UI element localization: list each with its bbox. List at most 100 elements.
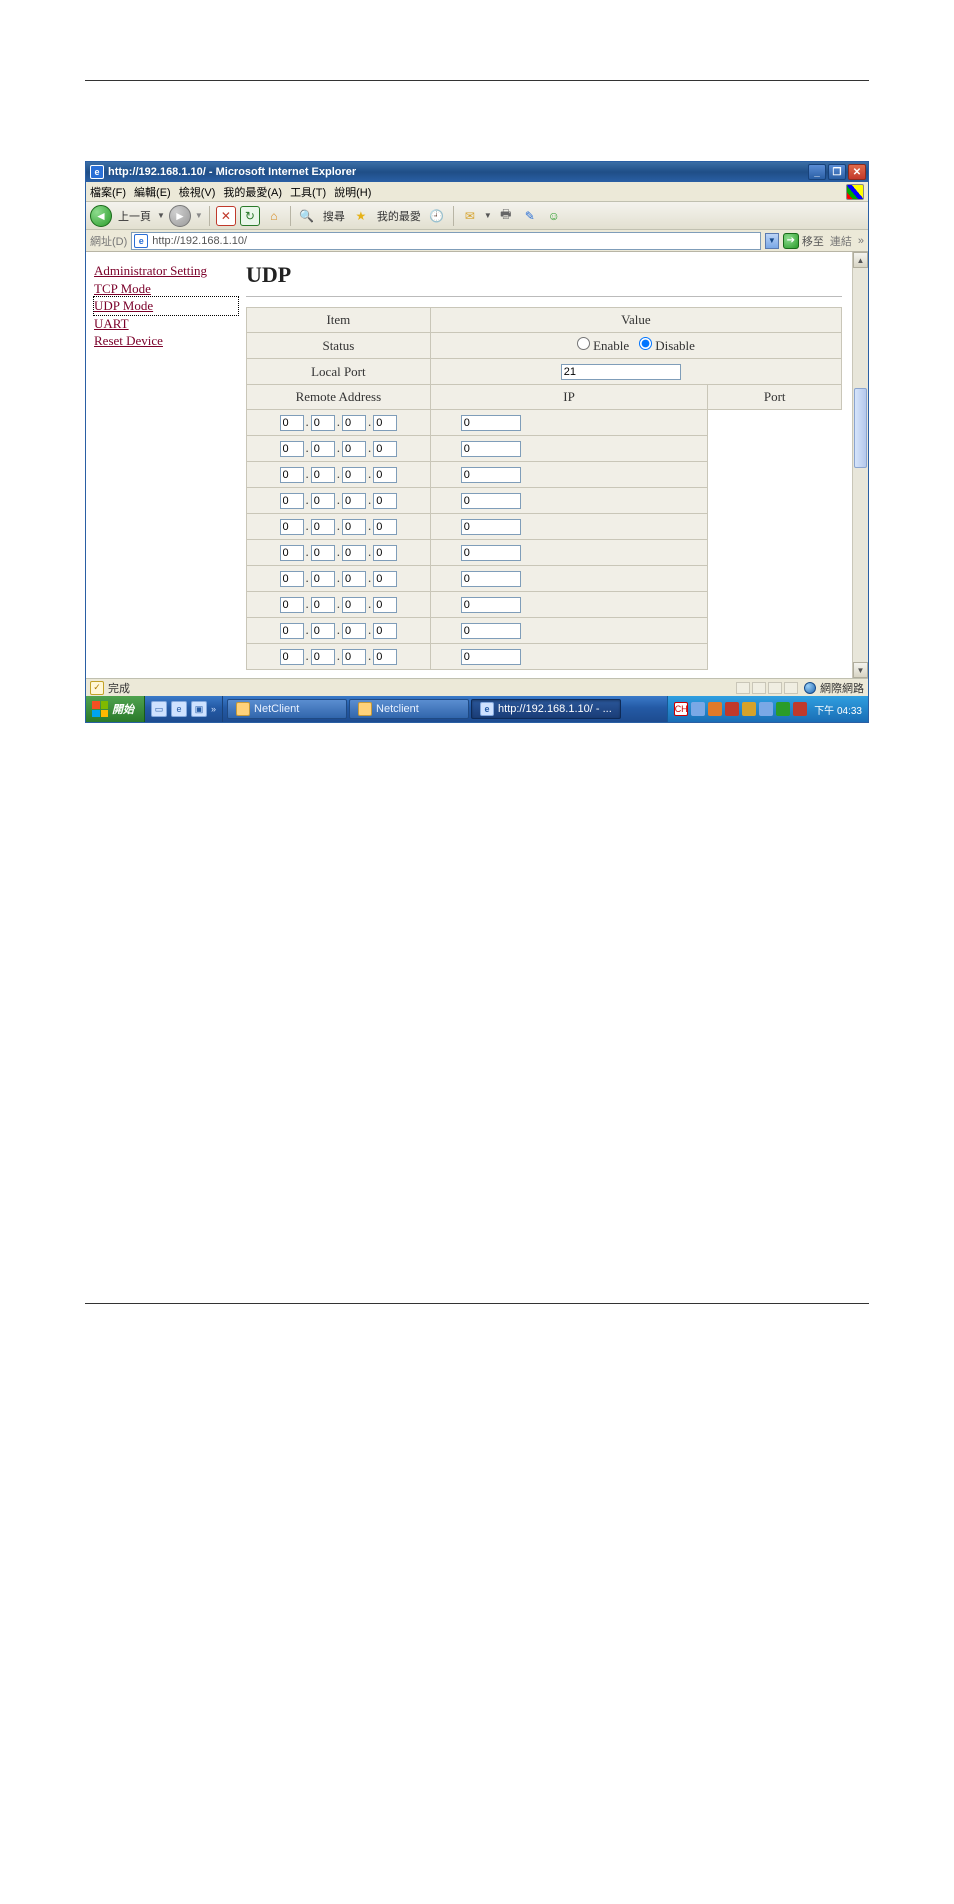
ip-octet-input[interactable] — [342, 571, 366, 587]
menu-help[interactable]: 說明(H) — [334, 184, 371, 200]
ip-octet-input[interactable] — [342, 467, 366, 483]
quicklaunch-icon[interactable]: ▣ — [191, 701, 207, 717]
search-icon[interactable]: 🔍 — [297, 206, 317, 226]
remote-port-input[interactable] — [461, 415, 521, 431]
ip-octet-input[interactable] — [311, 649, 335, 665]
ip-octet-input[interactable] — [280, 415, 304, 431]
start-button[interactable]: 開始 — [86, 696, 145, 722]
menu-edit[interactable]: 編輯(E) — [134, 184, 171, 200]
taskbar-task-button[interactable]: ehttp://192.168.1.10/ - ... — [471, 699, 621, 719]
tray-ime-icon[interactable]: CH — [674, 702, 688, 716]
ip-octet-input[interactable] — [311, 441, 335, 457]
menu-tools[interactable]: 工具(T) — [290, 184, 326, 200]
quicklaunch-more-icon[interactable]: » — [211, 704, 216, 714]
address-dropdown-icon[interactable]: ▼ — [765, 233, 779, 249]
back-label[interactable]: 上一頁 — [116, 208, 153, 224]
ip-octet-input[interactable] — [311, 597, 335, 613]
ip-octet-input[interactable] — [342, 545, 366, 561]
ip-octet-input[interactable] — [342, 649, 366, 665]
print-icon[interactable]: 🖶 — [496, 206, 516, 226]
history-icon[interactable]: 🕘 — [427, 206, 447, 226]
ip-octet-input[interactable] — [342, 623, 366, 639]
ip-octet-input[interactable] — [373, 571, 397, 587]
remote-port-input[interactable] — [461, 623, 521, 639]
tray-icon[interactable] — [725, 702, 739, 716]
ip-octet-input[interactable] — [280, 597, 304, 613]
remote-port-input[interactable] — [461, 545, 521, 561]
remote-port-input[interactable] — [461, 493, 521, 509]
ip-octet-input[interactable] — [373, 623, 397, 639]
minimize-button[interactable]: _ — [808, 164, 826, 180]
remote-port-input[interactable] — [461, 467, 521, 483]
remote-port-input[interactable] — [461, 571, 521, 587]
ip-octet-input[interactable] — [280, 545, 304, 561]
status-enable-radio[interactable] — [577, 337, 590, 350]
tray-clock[interactable]: 下午 04:33 — [810, 702, 862, 717]
scroll-track[interactable] — [853, 268, 868, 662]
quicklaunch-icon[interactable]: e — [171, 701, 187, 717]
ip-octet-input[interactable] — [311, 571, 335, 587]
scroll-down-icon[interactable]: ▼ — [853, 662, 868, 678]
ip-octet-input[interactable] — [311, 545, 335, 561]
refresh-icon[interactable]: ↻ — [240, 206, 260, 226]
close-button[interactable]: ✕ — [848, 164, 866, 180]
forward-icon[interactable]: ► — [169, 205, 191, 227]
forward-dropdown-icon[interactable]: ▼ — [195, 211, 203, 220]
ip-octet-input[interactable] — [280, 623, 304, 639]
ip-octet-input[interactable] — [280, 493, 304, 509]
ip-octet-input[interactable] — [280, 467, 304, 483]
mail-dropdown-icon[interactable]: ▼ — [484, 211, 492, 220]
nav-tcp-mode[interactable]: TCP Mode — [94, 280, 238, 298]
ip-octet-input[interactable] — [280, 649, 304, 665]
ip-octet-input[interactable] — [311, 493, 335, 509]
maximize-button[interactable]: ❐ — [828, 164, 846, 180]
address-field[interactable]: e http://192.168.1.10/ — [131, 232, 761, 250]
ip-octet-input[interactable] — [342, 597, 366, 613]
messenger-icon[interactable]: ☺ — [544, 206, 564, 226]
taskbar-task-button[interactable]: Netclient — [349, 699, 469, 719]
ip-octet-input[interactable] — [373, 441, 397, 457]
back-icon[interactable]: ◄ — [90, 205, 112, 227]
nav-reset-device[interactable]: Reset Device — [94, 332, 238, 350]
mail-icon[interactable]: ✉ — [460, 206, 480, 226]
links-label[interactable]: 連結 — [828, 233, 854, 249]
ip-octet-input[interactable] — [342, 493, 366, 509]
scroll-up-icon[interactable]: ▲ — [853, 252, 868, 268]
links-chevron-icon[interactable]: » — [858, 235, 864, 247]
ip-octet-input[interactable] — [373, 493, 397, 509]
tray-icon[interactable] — [776, 702, 790, 716]
back-dropdown-icon[interactable]: ▼ — [157, 211, 165, 220]
menu-file[interactable]: 檔案(F) — [90, 184, 126, 200]
ip-octet-input[interactable] — [373, 597, 397, 613]
remote-port-input[interactable] — [461, 649, 521, 665]
scroll-thumb[interactable] — [854, 388, 867, 468]
search-label[interactable]: 搜尋 — [321, 208, 347, 224]
remote-port-input[interactable] — [461, 597, 521, 613]
ip-octet-input[interactable] — [373, 649, 397, 665]
tray-icon[interactable] — [691, 702, 705, 716]
remote-port-input[interactable] — [461, 441, 521, 457]
home-icon[interactable]: ⌂ — [264, 206, 284, 226]
nav-uart[interactable]: UART — [94, 315, 238, 333]
vertical-scrollbar[interactable]: ▲ ▼ — [852, 252, 868, 678]
status-enable-option[interactable]: Enable — [577, 338, 633, 353]
nav-udp-mode[interactable]: UDP Mode — [94, 297, 238, 315]
ip-octet-input[interactable] — [342, 441, 366, 457]
nav-admin-setting[interactable]: Administrator Setting — [94, 262, 238, 280]
menu-favorites[interactable]: 我的最愛(A) — [223, 184, 282, 200]
local-port-input[interactable] — [561, 364, 681, 380]
favorites-label[interactable]: 我的最愛 — [375, 208, 423, 224]
status-disable-option[interactable]: Disable — [639, 338, 695, 353]
favorites-icon[interactable]: ★ — [351, 206, 371, 226]
ip-octet-input[interactable] — [373, 519, 397, 535]
ip-octet-input[interactable] — [311, 519, 335, 535]
tray-icon[interactable] — [759, 702, 773, 716]
ip-octet-input[interactable] — [373, 467, 397, 483]
quicklaunch-icon[interactable]: ▭ — [151, 701, 167, 717]
ip-octet-input[interactable] — [280, 441, 304, 457]
ip-octet-input[interactable] — [342, 519, 366, 535]
remote-port-input[interactable] — [461, 519, 521, 535]
ip-octet-input[interactable] — [280, 519, 304, 535]
ip-octet-input[interactable] — [311, 415, 335, 431]
ip-octet-input[interactable] — [311, 623, 335, 639]
